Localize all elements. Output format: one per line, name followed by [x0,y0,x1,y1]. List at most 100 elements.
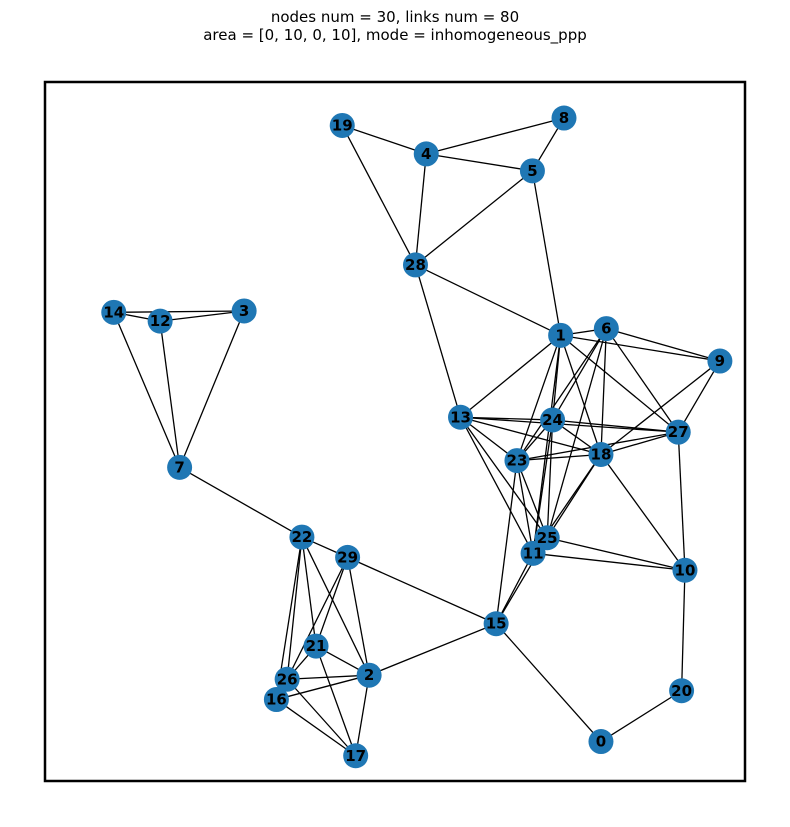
edge-13-11 [459,416,534,554]
edge-25-10 [547,537,686,571]
edge-13-25 [459,416,548,539]
node-label: 16 [266,691,287,709]
node-circle [551,105,577,131]
edge-27-10 [677,432,686,571]
node-circle [356,662,382,688]
node-24: 24 [540,407,566,433]
edge-26-17 [286,678,357,757]
node-circle [289,524,315,550]
node-15: 15 [483,611,509,637]
node-circle [147,308,173,334]
node-label: 15 [486,615,507,633]
node-27: 27 [665,419,691,445]
node-circle [343,743,369,769]
edge-18-10 [600,454,686,571]
edge-26-2 [287,674,370,680]
node-0: 0 [588,729,614,755]
edge-21-17 [315,645,357,756]
edge-14-7 [113,312,181,468]
plot-frame [43,80,747,783]
node-8: 8 [551,105,577,131]
node-21: 21 [303,633,329,659]
edge-15-29 [347,556,497,625]
edge-19-28 [341,125,417,266]
node-20: 20 [669,678,695,704]
node-label: 6 [601,320,611,338]
node-14: 14 [101,299,127,325]
node-label: 27 [668,423,689,441]
node-circle [329,112,355,138]
node-label: 10 [675,561,696,579]
edge-13-27 [460,416,679,433]
edge-1-23 [516,335,562,461]
node-circle [167,454,193,480]
figure-title-line-1: nodes num = 30, links num = 80 [270,8,520,26]
node-label: 2 [364,666,374,684]
node-label: 11 [523,544,544,562]
node-28: 28 [402,252,428,278]
edge-22-21 [301,536,317,647]
node-label: 13 [450,408,471,426]
node-circle [413,141,439,167]
edge-5-1 [531,170,562,336]
node-circle [588,441,614,467]
edge-6-27 [605,328,679,433]
node-label: 28 [405,256,426,274]
node-circle [335,544,361,570]
node-label: 14 [103,303,124,321]
node-16: 16 [263,687,289,713]
node-label: 8 [559,109,569,127]
node-10: 10 [672,557,698,583]
node-circle [402,252,428,278]
node-circle [274,666,300,692]
edge-24-25 [546,419,554,538]
edge-2-17 [355,675,370,756]
node-18: 18 [588,441,614,467]
edge-6-18 [600,328,607,455]
edge-4-28 [414,153,427,265]
edge-23-18 [516,453,602,462]
node-label: 20 [671,682,692,700]
node-12: 12 [147,308,173,334]
node-3: 3 [231,298,257,324]
node-5: 5 [519,158,545,184]
node-7: 7 [167,454,193,480]
edge-28-13 [414,264,462,418]
edge-11-15 [495,553,534,625]
edge-9-18 [600,360,721,455]
node-label: 19 [332,116,353,134]
node-label: 9 [715,352,725,370]
node-circle [448,404,474,430]
node-label: 26 [277,670,298,688]
node-circle [303,633,329,659]
figure-title-line-2: area = [0, 10, 0, 10], mode = inhomogene… [203,26,587,44]
edge-1-13 [460,334,562,418]
node-circle [665,419,691,445]
node-9: 9 [707,348,733,374]
node-26: 26 [274,666,300,692]
node-circle [672,557,698,583]
edge-13-18 [460,416,602,456]
edge-6-23 [516,328,607,461]
node-29: 29 [335,544,361,570]
edge-3-7 [179,310,245,468]
node-label: 3 [239,302,249,320]
edge-22-2 [301,536,370,676]
edge-11-10 [533,552,686,571]
edge-5-28 [415,170,533,266]
node-circle [519,158,545,184]
node-circle [707,348,733,374]
edge-29-21 [315,557,349,647]
edge-1-9 [560,334,721,362]
nodes-layer: 0123456789101112131415161718192021222324… [101,105,733,769]
edge-23-25 [516,460,548,538]
node-13: 13 [448,404,474,430]
edge-12-7 [159,321,181,468]
node-circle [101,299,127,325]
node-circle [540,407,566,433]
node-23: 23 [504,448,530,474]
edge-24-27 [552,419,679,433]
edge-1-11 [532,335,562,554]
edge-24-11 [532,419,554,554]
